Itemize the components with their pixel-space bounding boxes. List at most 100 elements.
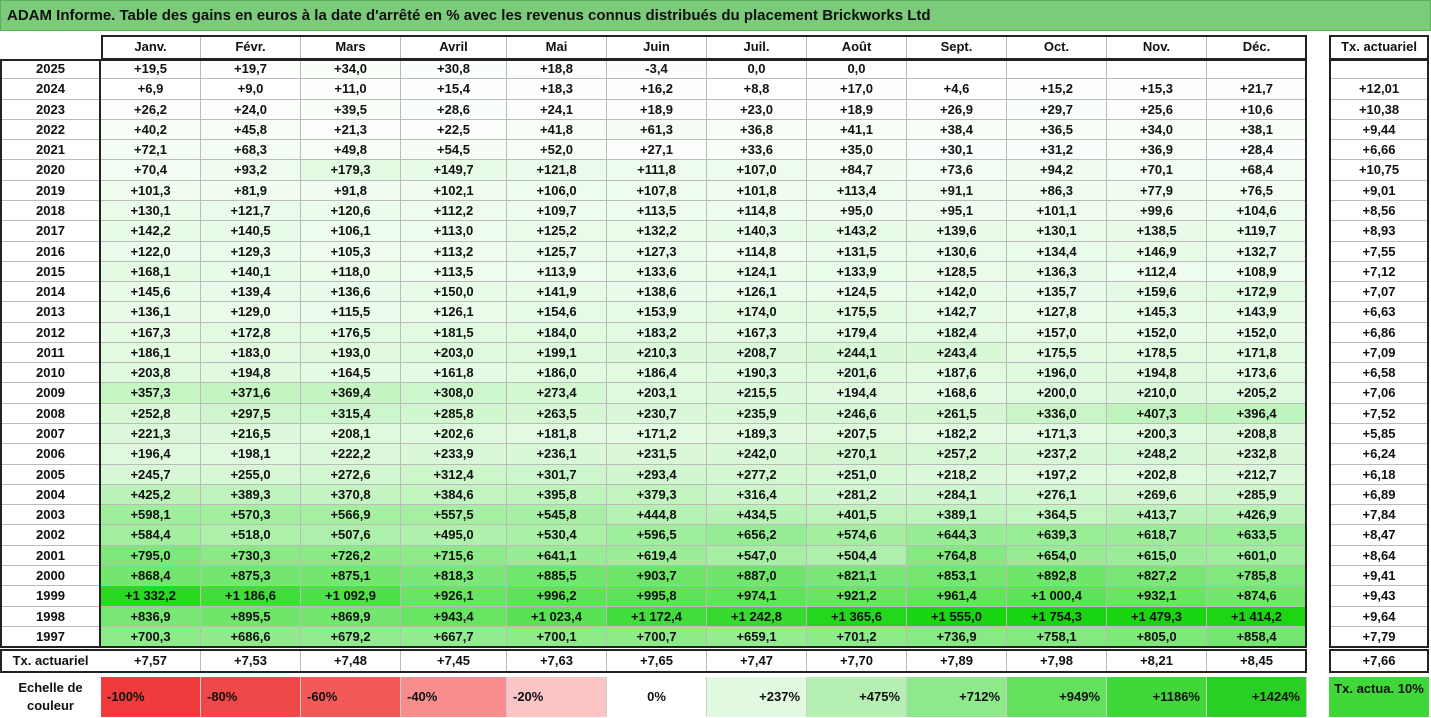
gain-cell: +108,9 (1207, 261, 1307, 283)
tx-cell: +5,85 (1329, 424, 1429, 445)
tx-cell: +8,64 (1329, 546, 1429, 566)
gain-cell: +396,4 (1207, 403, 1307, 425)
gain-cell: +54,5 (401, 140, 507, 161)
tx-cell: +9,43 (1329, 586, 1429, 607)
gain-cell: +171,2 (607, 424, 707, 445)
legend-tx-swatch: Tx. actua. 10% (1329, 677, 1429, 717)
gain-cell: +181,5 (401, 322, 507, 343)
gain-cell: +34,0 (1107, 119, 1207, 141)
gain-cell: +285,8 (401, 403, 507, 425)
gain-cell: +758,1 (1007, 626, 1107, 648)
gain-cell: +255,0 (201, 464, 301, 485)
footer-tx-cell: +7,48 (301, 649, 401, 674)
gain-cell: +197,2 (1007, 464, 1107, 485)
gain-cell: +95,0 (807, 200, 907, 222)
year-label: 2024 (0, 79, 101, 100)
gain-cell: +200,0 (1007, 383, 1107, 404)
gain-cell: +81,9 (201, 180, 301, 201)
gain-cell: +243,4 (907, 342, 1007, 364)
gain-cell: +107,8 (607, 180, 707, 201)
gain-cell: +285,9 (1207, 484, 1307, 506)
gain-cell: +371,6 (201, 383, 301, 404)
gain-cell: +201,6 (807, 363, 907, 384)
legend-swatch: -40% (401, 677, 507, 717)
gain-cell: +135,7 (1007, 282, 1107, 303)
gain-cell: +77,9 (1107, 180, 1207, 201)
gain-cell: +129,3 (201, 241, 301, 262)
gain-cell: +152,0 (1107, 322, 1207, 343)
gain-cell: +168,1 (101, 261, 201, 283)
gain-cell: +836,9 (101, 606, 201, 627)
gain-cell: +26,2 (101, 99, 201, 120)
gain-cell: +199,1 (507, 342, 607, 364)
gain-cell: +28,6 (401, 99, 507, 120)
gain-cell: +22,5 (401, 119, 507, 141)
month-header: Avril (401, 35, 507, 59)
gain-cell: +244,1 (807, 342, 907, 364)
gain-cell: +139,4 (201, 282, 301, 303)
gain-cell: +208,8 (1207, 424, 1307, 445)
gain-cell: +785,8 (1207, 566, 1307, 587)
gain-cell: +203,0 (401, 342, 507, 364)
footer-tx-cell: +7,47 (707, 649, 807, 674)
gain-cell: +659,1 (707, 626, 807, 648)
gain-cell: +193,0 (301, 342, 401, 364)
gain-cell: +961,4 (907, 586, 1007, 607)
gain-cell: +679,2 (301, 626, 401, 648)
year-label: 2003 (0, 505, 101, 526)
tx-cell: +6,86 (1329, 323, 1429, 343)
legend-label: Echelle de couleur (18, 680, 83, 713)
gain-cell: +700,1 (507, 626, 607, 648)
gain-cell: +943,4 (401, 606, 507, 627)
gain-cell: +263,5 (507, 403, 607, 425)
year-label: 2016 (0, 242, 101, 262)
tx-cell: +7,06 (1329, 383, 1429, 404)
gain-cell: +143,2 (807, 221, 907, 242)
gain-cell: +119,7 (1207, 221, 1307, 242)
gain-cell: +101,1 (1007, 200, 1107, 222)
month-header: Sept. (907, 35, 1007, 59)
gain-cell: +641,1 (507, 545, 607, 566)
gain-cell: +584,4 (101, 525, 201, 546)
gain-cell: +293,4 (607, 464, 707, 485)
gain-cell: +142,2 (101, 221, 201, 242)
gain-cell: +297,5 (201, 403, 301, 425)
gain-cell: +140,5 (201, 221, 301, 242)
gain-cell: +30,8 (401, 59, 507, 80)
gain-cell: +210,0 (1107, 383, 1207, 404)
gain-cell: +11,0 (301, 79, 401, 100)
gain-cell: +547,0 (707, 545, 807, 566)
gain-cell: +1 023,4 (507, 606, 607, 627)
year-label: 2015 (0, 262, 101, 283)
gain-cell: +210,3 (607, 342, 707, 364)
gain-cell: +157,0 (1007, 322, 1107, 343)
gain-cell: +136,1 (101, 302, 201, 323)
gain-cell (1007, 59, 1107, 80)
gain-cell: +128,5 (907, 261, 1007, 283)
tx-cell: +12,01 (1329, 79, 1429, 100)
gain-cell: +113,0 (401, 221, 507, 242)
year-label: 2018 (0, 201, 101, 222)
gain-cell: +495,0 (401, 525, 507, 546)
gain-cell: +159,6 (1107, 282, 1207, 303)
gain-cell: +530,4 (507, 525, 607, 546)
gain-cell: +277,2 (707, 464, 807, 485)
gain-cell: +261,5 (907, 403, 1007, 425)
footer-tx-cell: +7,57 (101, 649, 201, 674)
footer-tx-cell: +8,45 (1207, 649, 1307, 674)
gain-cell: +208,1 (301, 424, 401, 445)
year-label: 2011 (0, 343, 101, 364)
gain-cell: +15,2 (1007, 79, 1107, 100)
gain-cell: +126,1 (401, 302, 507, 323)
legend-swatch: +237% (707, 677, 807, 717)
gain-cell: +49,8 (301, 140, 401, 161)
gain-cell: +507,6 (301, 525, 401, 546)
gain-cell: +215,5 (707, 383, 807, 404)
gain-cell: +995,8 (607, 586, 707, 607)
gain-cell: +194,8 (201, 363, 301, 384)
gain-cell: +795,0 (101, 545, 201, 566)
legend-swatch: +712% (907, 677, 1007, 717)
gain-cell: +230,7 (607, 403, 707, 425)
gain-cell: +203,1 (607, 383, 707, 404)
year-label: 2020 (0, 160, 101, 181)
